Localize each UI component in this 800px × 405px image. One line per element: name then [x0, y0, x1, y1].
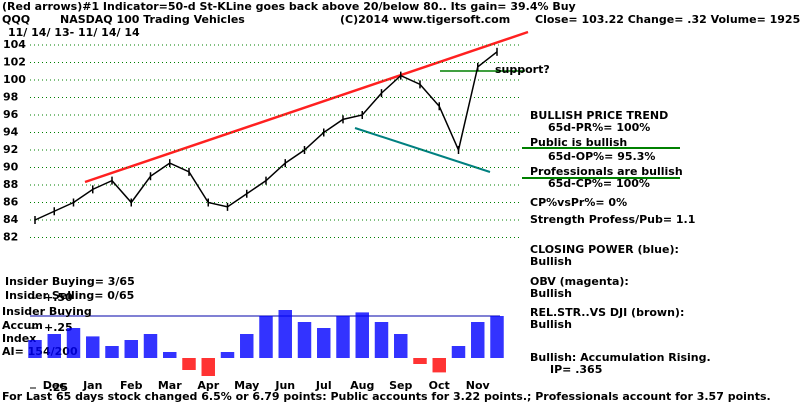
y-tick-label: 86	[3, 196, 19, 209]
y-tick-label: 84	[3, 213, 19, 226]
left-note: Insider Buying= 3/65	[5, 275, 135, 288]
bar	[143, 334, 158, 358]
x-tick-label: Sep	[389, 379, 412, 392]
x-tick-label: Feb	[120, 379, 143, 392]
quote: Close= 103.22 Change= .32 Volume= 192513…	[535, 13, 800, 26]
side-note: 65d-CP%= 100%	[548, 177, 650, 190]
x-tick-label: Jun	[274, 379, 295, 392]
left-note: Accum	[2, 319, 43, 332]
bar	[220, 352, 235, 358]
header-line: (Red arrows)#1 Indicator=50-d St-KLine g…	[2, 0, 576, 13]
bar	[355, 312, 369, 358]
y-tick-label: 82	[3, 231, 18, 244]
y-tick-label: +.25	[44, 321, 73, 334]
y-tick-label: 88	[3, 178, 18, 191]
side-note: support?	[495, 63, 550, 76]
y-tick-label: +.50	[44, 291, 73, 304]
side-note: Public is bullish	[530, 136, 627, 149]
bar	[413, 358, 427, 364]
side-note: OBV (magenta):	[530, 275, 629, 288]
bar	[163, 352, 177, 358]
side-note: 65d-OP%= 95.3%	[548, 150, 655, 163]
bar	[28, 340, 42, 358]
footer: For Last 65 days stock changed 6.5% or 6…	[2, 390, 771, 403]
side-note: REL.STR..VS DJI (brown):	[530, 306, 684, 319]
bar	[374, 322, 389, 358]
bar	[336, 316, 350, 358]
bar	[394, 334, 408, 358]
bar	[240, 334, 254, 358]
y-tick-label: 92	[3, 143, 18, 156]
side-note: Bullish	[530, 287, 572, 300]
y-tick-label: 94	[3, 126, 19, 139]
y-tick-label: 90	[3, 161, 19, 174]
x-tick-label: Aug	[350, 379, 374, 392]
side-note: Professionals are bullish	[530, 165, 683, 178]
side-note: Bullish	[530, 255, 572, 268]
side-note: Bullish	[530, 318, 572, 331]
x-tick-label: May	[234, 379, 259, 392]
bar	[297, 322, 312, 358]
left-note: Insider Buying	[2, 305, 92, 318]
left-note: Index	[2, 332, 36, 345]
side-note: 65d-PR%= 100%	[548, 121, 650, 134]
y-tick-label: 96	[3, 108, 19, 121]
bar	[105, 346, 119, 358]
chart-title: NASDAQ 100 Trading Vehicles	[60, 13, 245, 26]
date-range: 11/ 14/ 13- 11/ 14/ 14	[8, 26, 140, 39]
y-tick-label: 98	[3, 91, 18, 104]
bar	[66, 328, 81, 358]
side-note: CLOSING POWER (blue):	[530, 243, 679, 256]
x-tick-label: Jul	[315, 379, 332, 392]
side-note: CP%vsPr%= 0%	[530, 196, 627, 209]
bar	[432, 358, 446, 373]
bar	[124, 340, 138, 358]
x-tick-label: Apr	[197, 379, 219, 392]
bar	[471, 322, 485, 358]
y-tick-label: 102	[3, 56, 26, 69]
bar	[451, 346, 466, 358]
left-note: Insider Selling= 0/65	[5, 289, 134, 302]
y-tick-label: 100	[3, 73, 26, 86]
trend-line	[84, 30, 529, 184]
y-tick-label: 104	[3, 38, 26, 51]
bar	[259, 316, 273, 358]
bar	[490, 316, 504, 358]
side-note: BULLISH PRICE TREND	[530, 109, 668, 122]
x-tick-label: Oct	[429, 379, 450, 392]
side-note: Strength Profess/Pub= 1.1	[530, 213, 695, 226]
side-note: IP= .365	[550, 363, 602, 376]
x-tick-label: Dec	[43, 379, 66, 392]
side-note: Bullish: Accumulation Rising.	[530, 351, 711, 364]
copyright: (C)2014 www.tigersoft.com	[340, 13, 510, 26]
symbol: QQQ	[2, 13, 30, 26]
bar	[86, 336, 100, 358]
x-tick-label: Mar	[158, 379, 182, 392]
y-tick-label: -.25	[44, 381, 68, 394]
bar	[47, 334, 61, 358]
x-tick-label: Jan	[82, 379, 102, 392]
price-line	[34, 51, 498, 221]
bar	[182, 358, 196, 370]
x-tick-label: Nov	[466, 379, 491, 392]
bar	[278, 310, 292, 358]
bar	[317, 328, 331, 358]
bar	[201, 358, 215, 376]
